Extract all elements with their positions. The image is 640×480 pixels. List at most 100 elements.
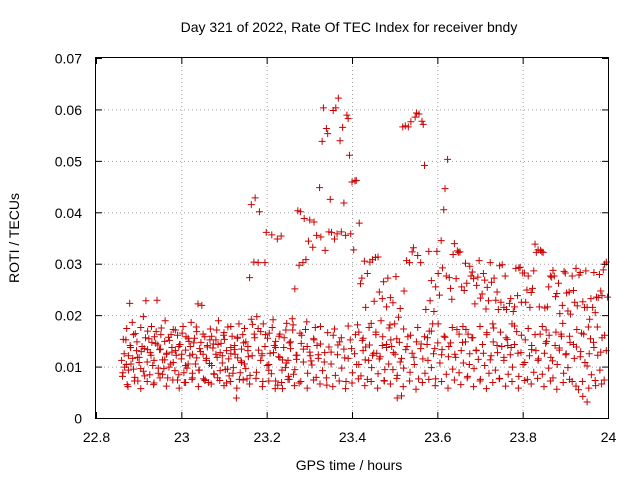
data-point xyxy=(488,278,496,286)
data-point xyxy=(408,349,416,357)
data-point xyxy=(130,365,138,373)
data-point xyxy=(501,272,509,280)
data-point xyxy=(227,350,235,358)
data-point xyxy=(365,356,373,364)
data-point xyxy=(342,377,350,385)
data-point xyxy=(538,322,546,330)
data-point xyxy=(430,308,438,316)
data-point xyxy=(119,335,127,343)
data-point xyxy=(449,250,457,258)
data-point xyxy=(258,383,266,391)
data-point xyxy=(545,283,553,291)
data-point xyxy=(329,331,337,339)
data-point xyxy=(600,376,608,384)
data-point xyxy=(343,111,351,119)
data-point xyxy=(549,357,557,365)
data-point xyxy=(193,354,201,362)
data-point xyxy=(142,297,150,305)
data-point xyxy=(344,354,352,362)
data-point xyxy=(520,269,528,277)
data-point xyxy=(374,253,382,261)
data-point xyxy=(352,176,360,184)
data-point xyxy=(152,328,160,336)
data-point xyxy=(243,375,251,383)
data-point xyxy=(370,297,378,305)
data-point xyxy=(445,274,453,282)
data-point xyxy=(175,343,183,351)
data-point xyxy=(389,299,397,307)
data-point xyxy=(487,352,495,360)
data-point xyxy=(252,374,260,382)
data-point xyxy=(528,346,536,354)
data-point xyxy=(374,370,382,378)
data-point xyxy=(137,323,145,331)
data-point xyxy=(201,376,209,384)
data-point xyxy=(225,372,233,380)
data-point xyxy=(579,392,587,400)
data-point xyxy=(124,383,132,391)
data-point xyxy=(400,325,408,333)
data-point xyxy=(360,257,368,265)
data-point xyxy=(246,380,254,388)
data-point xyxy=(182,346,190,354)
data-point xyxy=(461,338,469,346)
data-point xyxy=(432,375,440,383)
data-point xyxy=(342,231,350,239)
data-point xyxy=(295,379,303,387)
data-point xyxy=(417,340,425,348)
data-point xyxy=(380,278,388,286)
data-point xyxy=(335,377,343,385)
data-point xyxy=(306,352,314,360)
data-point xyxy=(290,382,298,390)
data-point xyxy=(481,362,489,370)
data-point xyxy=(410,361,418,369)
x-tick-label: 23.6 xyxy=(424,429,451,445)
data-point xyxy=(308,361,316,369)
data-point xyxy=(570,354,578,362)
data-point xyxy=(190,339,198,347)
data-point xyxy=(348,345,356,353)
data-point xyxy=(251,334,259,342)
data-point xyxy=(319,104,327,112)
data-point xyxy=(236,369,244,377)
data-point xyxy=(303,384,311,392)
data-point xyxy=(425,375,433,383)
data-point xyxy=(502,334,510,342)
data-point xyxy=(289,321,297,329)
data-point xyxy=(408,248,416,256)
data-point xyxy=(337,334,345,342)
data-point xyxy=(557,332,565,340)
data-point xyxy=(310,335,318,343)
data-point xyxy=(288,315,296,323)
data-point xyxy=(141,334,149,342)
data-point xyxy=(339,123,347,131)
data-point xyxy=(406,331,414,339)
y-tick-label: 0.03 xyxy=(55,256,82,272)
data-point xyxy=(291,366,299,374)
x-tick-label: 23.4 xyxy=(339,429,366,445)
data-point xyxy=(133,347,141,355)
data-point xyxy=(403,343,411,351)
x-axis-title: GPS time / hours xyxy=(296,457,403,473)
data-point xyxy=(531,331,539,339)
data-point xyxy=(591,309,599,317)
data-point xyxy=(348,178,356,186)
data-point xyxy=(198,301,206,309)
data-point xyxy=(235,375,243,383)
data-point xyxy=(438,377,446,385)
data-point xyxy=(411,113,419,121)
data-point xyxy=(323,381,331,389)
data-point xyxy=(507,344,515,352)
data-point xyxy=(478,290,486,298)
data-point xyxy=(571,298,579,306)
data-point xyxy=(244,343,252,351)
data-point xyxy=(235,320,243,328)
data-point xyxy=(303,343,311,351)
data-point xyxy=(556,310,564,318)
data-point xyxy=(273,235,281,243)
data-point xyxy=(214,374,222,382)
data-point xyxy=(459,322,467,330)
data-point xyxy=(140,345,148,353)
data-point xyxy=(455,248,463,256)
data-point xyxy=(586,315,594,323)
